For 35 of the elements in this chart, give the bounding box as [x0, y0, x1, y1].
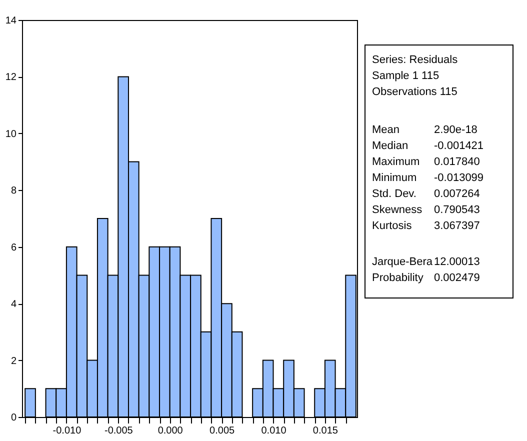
y-tick-label: 6 [10, 242, 17, 254]
text: Series: Residuals [372, 54, 458, 66]
y-tick-label: 12 [5, 72, 17, 84]
text: Sample 1 115 [372, 70, 440, 82]
x-tick-label: 0.010 [261, 426, 287, 436]
text: 3.067397 [434, 220, 480, 232]
text: Observations 115 [372, 86, 458, 98]
x-tick-label: 0.005 [210, 426, 235, 436]
text: Maximum [372, 156, 420, 168]
y-tick-label: 8 [10, 186, 17, 197]
text: Std. Dev. [372, 188, 416, 200]
text: 0.790543 [434, 204, 480, 216]
text: Jarque-Bera [372, 256, 434, 268]
text: 2.90e-18 [434, 124, 478, 136]
text: Mean [372, 124, 400, 136]
text: Minimum [372, 172, 417, 184]
text: -0.001421 [434, 140, 484, 152]
x-tick-label: -0.005 [104, 426, 134, 436]
y-tick-label: 10 [5, 128, 17, 140]
text: Kurtosis [372, 220, 412, 232]
x-tick-label: -0.010 [52, 426, 82, 436]
y-tick-label: 2 [10, 356, 17, 367]
text: -0.013099 [434, 172, 484, 184]
text: 0.017840 [434, 156, 480, 168]
y-tick-label: 4 [10, 299, 17, 310]
x-tick-label: 0.015 [312, 426, 338, 436]
text: 0.007264 [434, 188, 480, 200]
text: Skewness [372, 204, 423, 216]
x-tick-label: 0.000 [158, 426, 184, 436]
y-tick-label: 14 [5, 16, 17, 26]
y-tick-label: 0 [10, 412, 17, 424]
text: Median [372, 140, 408, 152]
text: 12.00013 [434, 256, 480, 268]
text: Probability [372, 272, 424, 284]
text: 0.002479 [434, 272, 480, 284]
